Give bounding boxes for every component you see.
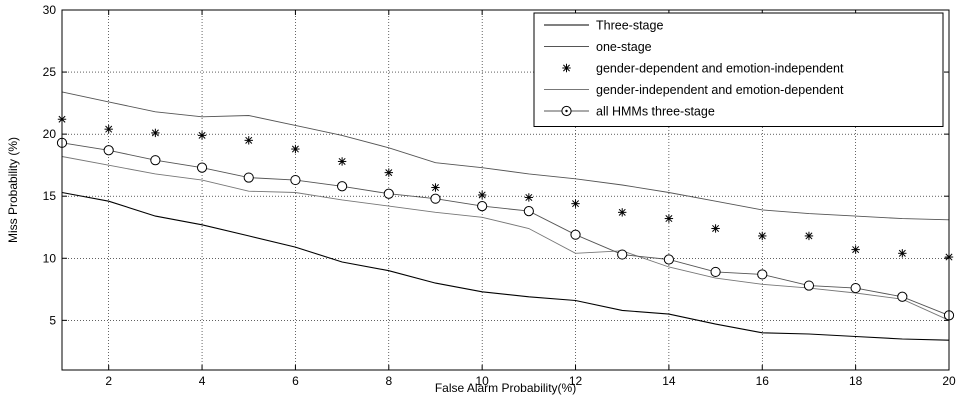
x-tick-label: 2: [105, 374, 112, 388]
data-point: [151, 128, 160, 138]
axes: [61, 9, 950, 371]
data-point: [477, 201, 488, 212]
x-tick-label: 12: [569, 374, 583, 388]
y-tick-label: 30: [43, 3, 57, 17]
data-point: [384, 168, 393, 177]
y-tick-label: 5: [49, 313, 56, 327]
data-point: [103, 145, 114, 156]
x-tick-label: 10: [475, 374, 489, 388]
legend-item: one-stage: [544, 40, 652, 54]
data-point: [431, 183, 440, 192]
legend-label: Three-stage: [596, 19, 663, 33]
y-tick-label: 25: [43, 65, 57, 79]
data-point: [291, 144, 300, 154]
series-line: [61, 142, 950, 316]
y-tick-label: 20: [43, 127, 57, 141]
data-point: [663, 254, 674, 265]
x-tick-label: 6: [292, 374, 299, 388]
data-point: [337, 157, 347, 166]
series-3: [57, 115, 954, 262]
x-axis-label: False Alarm Probability(%): [435, 381, 576, 395]
legend: Three-stage one-stage gender-dependent and…: [533, 12, 944, 127]
series-layer: [56, 91, 955, 341]
data-point: [803, 280, 815, 291]
series-1: [61, 191, 950, 341]
series-2: [61, 91, 950, 221]
data-point: [710, 266, 721, 278]
legend-marker-dot: [565, 109, 568, 113]
data-point: [290, 174, 301, 186]
data-point: [851, 245, 860, 254]
data-point: [804, 231, 814, 241]
data-point: [524, 193, 534, 202]
data-point: [617, 249, 628, 260]
legend-label: one-stage: [596, 40, 652, 54]
data-point: [197, 131, 207, 140]
y-axis-label: Miss Probability (%): [6, 137, 20, 243]
legend-item: all HMMs three-stage: [544, 105, 715, 119]
data-point: [337, 181, 348, 192]
data-point: [711, 224, 720, 233]
legend-item: gender-independent and emotion-dependent: [544, 83, 844, 97]
series-5: [56, 137, 955, 321]
legend-marker: [562, 63, 571, 73]
data-point: [244, 136, 253, 145]
legend-item: Three-stage: [544, 19, 663, 33]
data-point: [243, 172, 254, 183]
legend-label: gender-independent and emotion-dependent: [596, 83, 844, 97]
legend-box: [533, 12, 944, 127]
legend-label: gender-dependent and emotion-independent: [596, 62, 844, 76]
series-4: [61, 156, 950, 321]
data-point: [664, 214, 674, 223]
plot-frame: [61, 9, 950, 371]
data-point: [196, 162, 208, 173]
x-tick-label: 16: [756, 374, 770, 388]
data-point: [897, 291, 908, 302]
data-point: [850, 282, 861, 294]
data-point: [898, 249, 907, 258]
data-point: [523, 206, 534, 217]
data-point: [618, 208, 627, 217]
data-point: [430, 193, 441, 204]
x-tick-label: 18: [849, 374, 863, 388]
y-tick-label: 15: [43, 189, 57, 203]
data-point: [383, 188, 394, 199]
data-point: [477, 190, 487, 200]
data-point: [104, 124, 113, 134]
data-point: [758, 231, 767, 241]
legend-label: all HMMs three-stage: [596, 105, 715, 119]
x-tick-label: 20: [942, 374, 956, 388]
data-point: [570, 229, 581, 240]
data-point: [571, 199, 580, 208]
legend-item: gender-dependent and emotion-independent: [562, 62, 844, 76]
data-point: [757, 269, 768, 280]
x-tick-label: 4: [199, 374, 206, 388]
y-tick-label: 10: [43, 251, 57, 265]
series-line: [61, 91, 950, 221]
x-tick-label: 8: [385, 374, 392, 388]
data-point: [150, 155, 161, 166]
x-tick-label: 14: [662, 374, 676, 388]
series-line: [61, 191, 950, 341]
series-line: [61, 156, 950, 321]
tick-labels: 2 4 6 8 10 12 14 16 18 20 5 10 15 20 25 30: [43, 3, 956, 388]
